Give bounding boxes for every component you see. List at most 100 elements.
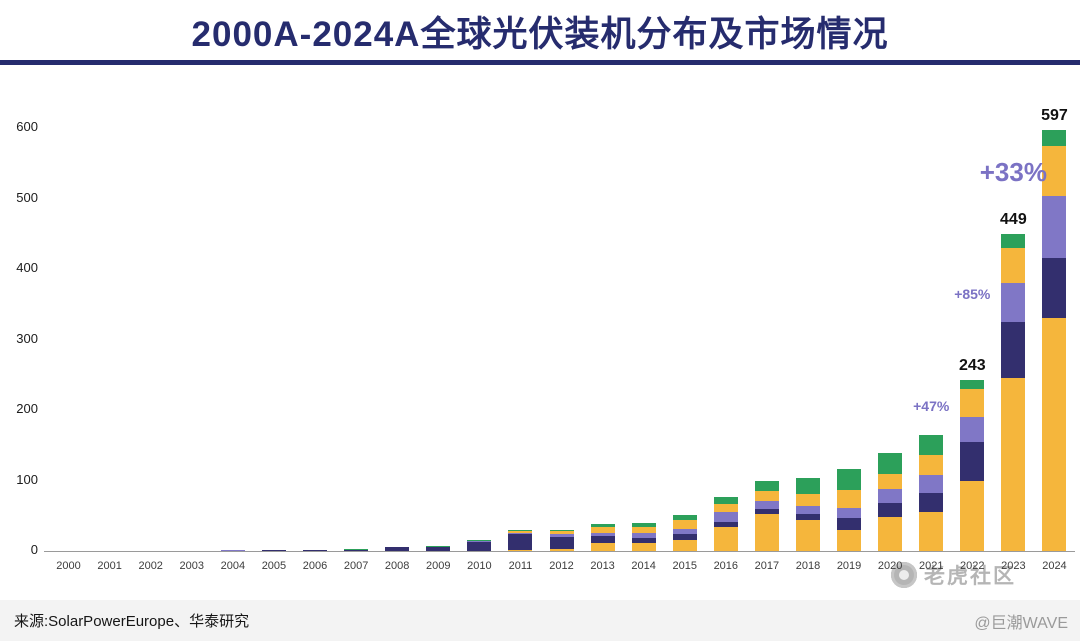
segment-gold-bottom-2019 [837, 529, 862, 551]
y-tick-600: 600 [16, 119, 38, 134]
segment-gold-upper-2012 [549, 531, 574, 535]
segment-gold-upper-2024 [1042, 145, 1067, 197]
segment-purple-2018 [795, 505, 820, 514]
x-tick-2007: 2007 [343, 560, 369, 572]
bar-2004 [220, 550, 245, 551]
segment-green-top-2011 [508, 529, 533, 531]
x-tick-2005: 2005 [261, 560, 287, 572]
growth-annotation-2022: +85% [954, 285, 991, 302]
x-tick-2024: 2024 [1042, 560, 1067, 572]
x-tick-2001: 2001 [97, 560, 122, 572]
segment-green-top-2018 [795, 477, 820, 494]
segment-purple-2011 [508, 532, 533, 535]
segment-purple-2021 [919, 474, 944, 494]
bar-2006 [303, 549, 328, 551]
segment-navy-2008 [385, 547, 410, 551]
segment-gold-bottom-2012 [549, 548, 574, 551]
segment-gold-upper-2020 [878, 473, 903, 490]
bar-2015 [672, 515, 697, 551]
y-tick-0: 0 [30, 542, 38, 557]
chart-title: 2000A-2024A全球光伏装机分布及市场情况 [191, 15, 889, 54]
segment-gold-upper-2015 [672, 519, 697, 529]
segment-navy-2012 [549, 536, 574, 549]
segment-purple-2012 [549, 534, 574, 537]
segment-gold-upper-2022 [960, 388, 985, 418]
bar-2021 [919, 434, 944, 551]
y-tick-300: 300 [16, 330, 38, 346]
bar-2016 [713, 497, 738, 551]
segment-purple-2019 [837, 508, 862, 518]
x-tick-2008: 2008 [384, 560, 410, 572]
segment-gold-bottom-2024 [1042, 318, 1067, 551]
bar-2014 [631, 522, 656, 551]
x-tick-2020: 2020 [877, 560, 903, 572]
bar-2020 [878, 453, 903, 551]
footer: 来源:SolarPowerEurope、华泰研究 @巨潮WAVE [0, 600, 1080, 641]
tiger-logo-icon [891, 562, 917, 588]
x-tick-2013: 2013 [590, 560, 615, 572]
x-tick-2000: 2000 [56, 560, 81, 572]
value-label-2022: 243 [958, 356, 986, 374]
segment-purple-2013 [590, 532, 615, 537]
segment-purple-2024 [1042, 196, 1067, 259]
segment-gold-upper-2011 [508, 530, 533, 533]
x-tick-2003: 2003 [179, 560, 205, 572]
y-tick-400: 400 [16, 260, 38, 275]
segment-navy-2018 [795, 513, 820, 520]
segment-green-top-2019 [837, 468, 862, 491]
segment-gold-upper-2014 [631, 526, 656, 534]
segment-green-top-2023 [1001, 234, 1026, 248]
segment-gold-bottom-2020 [878, 517, 903, 551]
bar-2019 [837, 468, 862, 551]
growth-annotation-2023: +33% [979, 157, 1047, 188]
value-label-2023: 449 [1000, 211, 1027, 229]
segment-green-top-2009 [426, 545, 451, 547]
x-tick-2023: 2023 [1001, 560, 1026, 572]
bar-2009 [426, 545, 451, 551]
bar-2011 [508, 529, 533, 551]
segment-gold-bottom-2021 [919, 512, 944, 551]
bar-2024 [1042, 130, 1067, 551]
bar-2008 [385, 546, 410, 551]
bar-2012 [549, 529, 574, 551]
x-tick-2022: 2022 [960, 560, 985, 572]
segment-green-top-2021 [919, 434, 944, 456]
segment-navy-2020 [878, 503, 903, 518]
segment-navy-2022 [960, 441, 985, 481]
tiger-watermark-label: 老虎社区 [924, 565, 1016, 588]
segment-green-top-2010 [467, 539, 492, 541]
segment-gold-bottom-2022 [960, 480, 985, 551]
x-tick-2012: 2012 [549, 560, 574, 572]
bar-2005 [261, 550, 286, 551]
segment-gold-bottom-2023 [1001, 378, 1026, 551]
segment-purple-2010 [467, 540, 492, 542]
segment-gold-upper-2019 [837, 490, 862, 509]
bar-2023 [1001, 234, 1026, 551]
segment-purple-2014 [631, 533, 656, 538]
segment-gold-upper-2018 [795, 493, 820, 506]
segment-gold-bottom-2011 [508, 549, 533, 551]
segment-gold-bottom-2018 [795, 519, 820, 551]
segment-green-top-2020 [878, 453, 903, 474]
segment-gold-bottom-2013 [590, 543, 615, 551]
segment-navy-2007 [344, 549, 369, 551]
segment-navy-2015 [672, 534, 697, 541]
x-tick-2016: 2016 [713, 560, 739, 572]
header: 2000A-2024A全球光伏装机分布及市场情况 [0, 0, 1080, 60]
segment-purple-2023 [1001, 283, 1026, 322]
x-tick-2006: 2006 [302, 560, 328, 572]
bar-2010 [467, 539, 492, 551]
segment-navy-2016 [713, 522, 738, 528]
wave-watermark: @巨潮WAVE [974, 614, 1068, 632]
segment-green-top-2013 [590, 524, 615, 528]
segment-purple-2015 [672, 528, 697, 535]
segment-gold-upper-2017 [754, 491, 779, 501]
tiger-community-watermark: 老虎社区 [891, 560, 1016, 590]
segment-navy-2009 [426, 546, 451, 551]
x-axis-line [44, 551, 1075, 552]
segment-green-top-2022 [960, 379, 985, 389]
segment-green-top-2014 [631, 522, 656, 527]
segment-purple-2022 [960, 417, 985, 442]
segment-navy-2014 [631, 537, 656, 544]
growth-annotation-2021: +47% [913, 398, 950, 415]
